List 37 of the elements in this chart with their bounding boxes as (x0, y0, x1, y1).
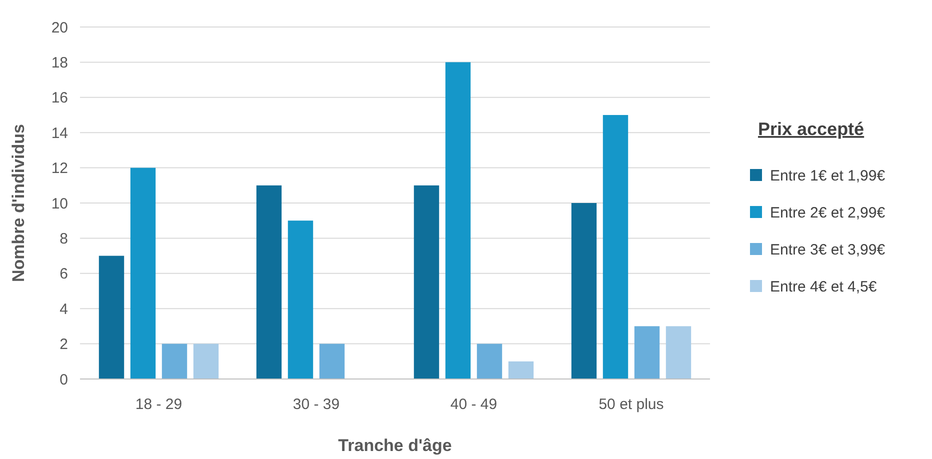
y-tick-label: 18 (51, 54, 68, 72)
y-axis-title: Nombre d'individus (9, 124, 28, 282)
legend-label: Entre 1€ et 1,99€ (770, 167, 886, 184)
y-tick-label: 14 (51, 124, 68, 142)
bar (571, 203, 597, 379)
bar (666, 326, 692, 379)
legend-label: Entre 2€ et 2,99€ (770, 204, 886, 222)
y-tick-label: 6 (60, 266, 68, 283)
bar (319, 344, 345, 379)
y-tick-label: 2 (60, 336, 68, 354)
x-tick-label: 40 - 49 (450, 396, 498, 413)
bar (476, 344, 502, 379)
legend-label: Entre 4€ et 4,5€ (770, 278, 878, 296)
bar (414, 185, 440, 379)
x-axis-title: Tranche d'âge (338, 436, 452, 455)
legend-title: Prix accepté (758, 119, 864, 139)
bar (634, 326, 660, 379)
bar (256, 185, 282, 379)
y-tick-label: 20 (51, 19, 68, 36)
y-tick-label: 16 (51, 90, 68, 107)
legend-label: Entre 3€ et 3,99€ (770, 241, 886, 258)
bar (508, 361, 534, 379)
bar (193, 344, 219, 379)
bar (288, 220, 314, 379)
y-tick-label: 8 (60, 230, 68, 248)
y-tick-label: 4 (60, 300, 68, 318)
y-tick-label: 0 (60, 371, 68, 388)
y-tick-label: 12 (51, 160, 68, 178)
x-tick-label: 18 - 29 (135, 396, 182, 413)
bar (445, 62, 471, 379)
bar (162, 344, 188, 379)
x-tick-label: 50 et plus (598, 396, 664, 413)
bar (602, 115, 628, 379)
y-tick-label: 10 (51, 195, 68, 212)
x-tick-label: 30 - 39 (292, 396, 340, 413)
bar (130, 168, 156, 379)
bar (98, 256, 124, 379)
